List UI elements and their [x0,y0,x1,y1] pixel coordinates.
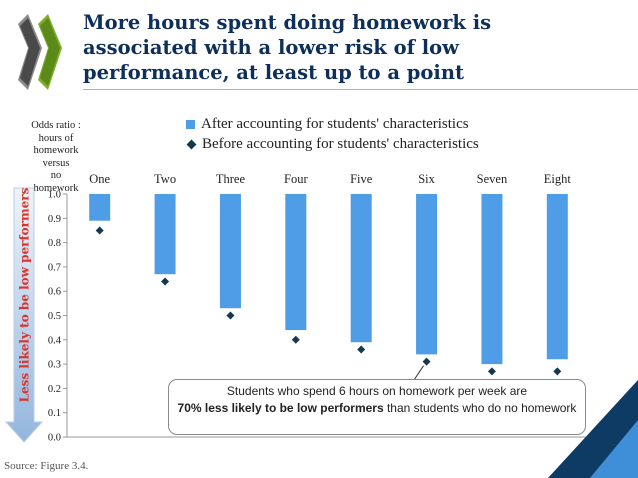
y-tick-label: 0.7 [48,262,61,273]
callout-line-1: Students who spend 6 hours on homework p… [226,384,528,398]
bar-eight [546,194,568,360]
diamond-eight [553,367,562,376]
category-label: Four [284,172,308,186]
category-label: Eight [544,172,572,186]
bar-two [154,194,176,275]
y-tick-label: 0.0 [48,433,61,444]
legend-bar-swatch [186,119,195,129]
legend-item-before: Before accounting for students' characte… [186,134,479,154]
chart-legend: After accounting for students' character… [186,114,479,154]
side-label: Less likely to be low performers [17,187,31,403]
source-note: Source: Figure 3.4. [4,460,89,472]
category-label: Five [350,172,373,186]
category-label: Six [418,172,435,186]
y-axis-title: Odds ratio : hours of homework versus no… [31,120,81,194]
y-tick-label: 0.8 [48,238,61,249]
diamond-one [95,226,104,235]
bar-five [350,194,372,343]
diamond-three [226,311,235,320]
diamond-seven [487,367,496,376]
category-label: Three [216,172,246,186]
callout-line-2: 70% less likely to be low performers tha… [169,400,585,417]
y-tick-label: 0.5 [48,311,61,322]
corner-decoration-light [590,420,638,478]
y-tick-label: 0.2 [48,384,61,395]
callout-bold: 70% less likely to be low performers [177,401,384,415]
diamond-two [161,277,170,286]
down-arrow-icon [4,187,44,443]
y-tick-label: 0.3 [48,360,61,371]
bar-three [219,194,241,309]
diamond-five [357,345,366,354]
callout-box: Students who spend 6 hours on homework p… [168,379,586,435]
category-label: Two [154,172,176,186]
y-tick-label: 0.1 [48,408,61,419]
y-tick-label: 1.0 [48,190,61,201]
oecd-logo [18,14,62,90]
callout-pointer [413,365,424,381]
diamond-six [422,357,431,366]
title-divider [83,89,638,90]
slide-title: More hours spent doing homework is assoc… [83,11,492,84]
bar-seven [481,194,503,365]
legend-item-after: After accounting for students' character… [186,114,479,134]
legend-label-before: Before accounting for students' characte… [202,136,479,152]
bar-four [285,194,307,331]
legend-label-after: After accounting for students' character… [201,116,469,132]
bar-one [89,194,111,221]
callout-rest: than students who do no homework [383,401,577,415]
bar-six [416,194,438,355]
y-tick-label: 0.4 [48,335,62,346]
y-tick-label: 0.6 [48,287,61,298]
diamond-four [291,335,300,344]
category-label: One [89,172,110,186]
y-tick-label: 0.9 [48,214,61,225]
category-label: Seven [477,172,508,186]
